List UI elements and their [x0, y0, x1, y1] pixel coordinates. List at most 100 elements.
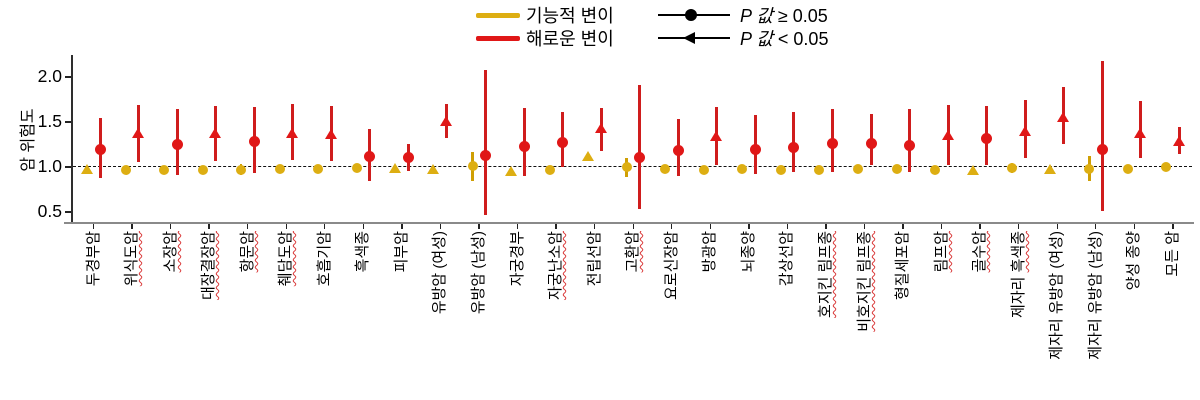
x-tick-label-text: 대장결장암 [200, 231, 218, 301]
circle-marker-icon [351, 162, 362, 173]
circle-marker-icon [634, 151, 646, 163]
x-tick [1133, 224, 1136, 229]
x-tick-label-text: 흑색종 [354, 231, 372, 273]
x-tick [1056, 224, 1058, 229]
triangle-marker-icon [80, 163, 93, 174]
circle-marker-icon [480, 149, 491, 161]
x-tick-label-text: 비호지킨 림프종 [855, 231, 873, 332]
x-tick [709, 224, 711, 229]
x-tick [1095, 224, 1097, 229]
x-tick-label: 소장암 [161, 231, 202, 272]
circle-marker-icon [364, 150, 376, 162]
triangle-marker-icon [286, 127, 299, 138]
circle-marker-icon [120, 164, 131, 175]
x-tick-label-text: 제자리 유방암 (남성) [1086, 231, 1104, 360]
x-tick-label-text: 양성 종양 [1125, 231, 1143, 291]
x-tick-label-text: 두경부암 [84, 231, 102, 287]
y-tick [65, 76, 71, 78]
triangle-marker-icon [967, 164, 980, 175]
triangle-marker-icon [594, 123, 607, 134]
triangle-marker-icon [1172, 135, 1185, 146]
triangle-marker-icon [427, 163, 440, 174]
x-tick-label-text: 뇌종양 [739, 231, 757, 273]
x-tick [131, 224, 133, 229]
circle-marker-icon [236, 164, 247, 175]
errorbar [638, 85, 642, 210]
circle-marker-icon [274, 163, 285, 174]
x-tick [1018, 224, 1020, 229]
x-tick-label: 림프암 [932, 231, 973, 272]
x-tick-label-text: 유방암 (여성) [431, 231, 449, 315]
x-tick [825, 224, 827, 229]
circle-marker-icon [402, 151, 414, 163]
p-ge-label-rest: ≥ 0.05 [772, 6, 828, 26]
x-tick [169, 224, 172, 229]
triangle-marker-icon [209, 127, 222, 138]
x-axis-spine [64, 221, 1194, 225]
deleterious-variant-swatch [476, 36, 520, 41]
circle-marker-icon [1084, 163, 1095, 174]
p-lt-label-rest: < 0.05 [772, 29, 829, 49]
circle-marker-icon [826, 138, 838, 150]
x-tick-label: 방광암 [700, 231, 741, 272]
y-tick [65, 211, 71, 213]
y-tick-label: 1.5 [37, 111, 62, 131]
x-tick [247, 224, 249, 229]
circle-marker-icon [1007, 162, 1018, 173]
x-tick-label: 모든 암 [1163, 231, 1200, 277]
circle-marker-icon [1096, 144, 1108, 156]
circle-marker-icon [248, 136, 260, 148]
circle-marker-icon [1122, 163, 1133, 174]
circle-marker-icon [814, 164, 825, 175]
circle-marker-icon [660, 163, 671, 174]
circle-marker-icon [981, 132, 993, 144]
x-tick [555, 224, 557, 229]
triangle-marker-icon [710, 131, 723, 142]
triangle-marker-icon [581, 151, 594, 162]
x-tick-label-text: 위식도암 [123, 231, 141, 287]
x-tick-label-text: 고환암 [624, 231, 642, 273]
x-tick-label-text: 호흡기암 [315, 231, 333, 287]
circle-marker-icon [467, 161, 478, 172]
x-tick-label-text: 피부암 [392, 231, 410, 273]
functional-variant-swatch [476, 13, 520, 18]
triangle-marker-icon [324, 128, 337, 139]
triangle-marker-icon [388, 162, 401, 173]
x-tick [671, 224, 673, 229]
x-tick [516, 224, 519, 229]
circle-marker-icon [904, 139, 916, 151]
x-tick-label: 피부암 [392, 231, 433, 272]
x-tick [940, 224, 943, 229]
x-tick-label-text: 갑상선암 [778, 231, 796, 287]
x-tick-label-text: 방광암 [701, 231, 719, 273]
x-tick [285, 224, 287, 229]
x-tick-label-text: 전립선암 [585, 231, 603, 287]
circle-marker-icon [853, 163, 863, 174]
x-tick [902, 224, 904, 229]
x-tick [362, 224, 365, 229]
circle-marker-icon [518, 140, 530, 152]
circle-marker-icon [775, 164, 786, 175]
triangle-marker-icon [1018, 125, 1031, 136]
x-tick [401, 224, 403, 229]
circle-marker-icon [737, 163, 748, 174]
x-tick [748, 224, 750, 229]
x-tick [593, 224, 596, 229]
x-tick [439, 224, 442, 229]
y-tick-label: 0.5 [37, 201, 62, 221]
x-tick-label-text: 모든 암 [1163, 231, 1181, 277]
circle-marker-icon [197, 164, 208, 175]
x-tick-label: 골수암 [970, 231, 1011, 272]
x-tick-label-text: 제자리 흑색종 [1009, 231, 1027, 318]
circle-marker-icon [171, 139, 183, 150]
x-tick [208, 224, 210, 229]
triangle-marker-icon [132, 127, 145, 138]
x-tick [863, 224, 866, 229]
triangle-marker-icon [1134, 127, 1147, 138]
circle-marker-icon [1161, 162, 1172, 172]
x-tick-label: 항문암 [238, 231, 279, 272]
x-tick-label-text: 췌담도암 [277, 231, 295, 287]
x-tick [92, 224, 95, 229]
x-tick [1172, 224, 1174, 229]
p-ge-label-italic: P 값 [740, 6, 773, 26]
